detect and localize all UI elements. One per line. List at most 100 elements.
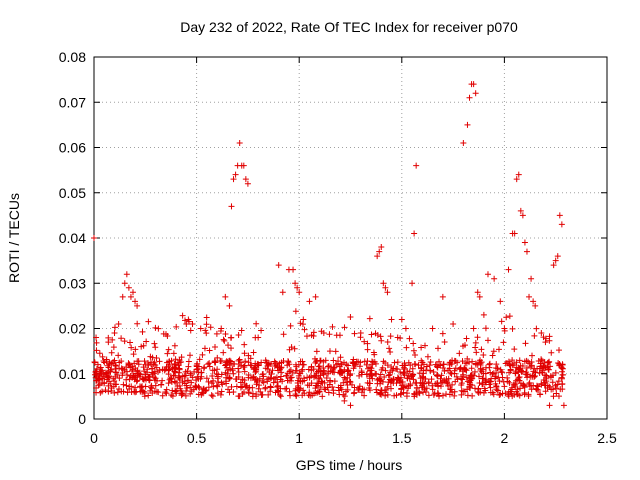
- data-point: [429, 386, 436, 393]
- data-point: [111, 377, 118, 384]
- data-point: [256, 375, 263, 382]
- data-point: [411, 230, 418, 237]
- data-point: [538, 357, 545, 364]
- data-point: [550, 393, 557, 400]
- data-point: [188, 379, 195, 386]
- data-point: [490, 348, 497, 355]
- data-point: [91, 358, 98, 365]
- data-point: [127, 293, 134, 300]
- data-point: [383, 386, 390, 393]
- data-point: [558, 364, 565, 371]
- data-point: [413, 391, 420, 398]
- data-point: [341, 324, 348, 331]
- data-point: [342, 376, 349, 383]
- data-point: [252, 334, 259, 341]
- data-point: [526, 379, 533, 386]
- data-point: [236, 139, 243, 146]
- data-point: [361, 392, 368, 399]
- data-point: [376, 248, 383, 255]
- data-point: [358, 371, 365, 378]
- data-point: [304, 382, 311, 389]
- data-point: [418, 364, 425, 371]
- data-point: [217, 327, 224, 334]
- data-point: [406, 368, 413, 375]
- data-point: [147, 384, 154, 391]
- data-points: [91, 81, 567, 409]
- data-point: [544, 359, 551, 366]
- data-point: [241, 377, 248, 384]
- data-point: [463, 335, 470, 342]
- data-point: [458, 391, 465, 398]
- data-point: [169, 365, 176, 372]
- data-point: [363, 361, 370, 368]
- data-point: [153, 377, 160, 384]
- data-point: [134, 320, 141, 327]
- data-point: [275, 388, 282, 395]
- data-point: [107, 367, 114, 374]
- data-point: [420, 370, 427, 377]
- data-point: [253, 320, 260, 327]
- data-point: [427, 358, 434, 365]
- data-point: [93, 339, 100, 346]
- data-point: [450, 320, 457, 327]
- data-point: [325, 363, 332, 370]
- data-point: [197, 325, 204, 332]
- data-point: [250, 373, 257, 380]
- data-point: [496, 378, 503, 385]
- data-point: [335, 358, 342, 365]
- data-point: [486, 360, 493, 367]
- data-point: [470, 325, 477, 332]
- data-point: [166, 366, 173, 373]
- data-point: [480, 389, 487, 396]
- y-tick-label: 0.05: [59, 185, 86, 201]
- data-point: [438, 372, 445, 379]
- data-point: [253, 391, 260, 398]
- data-point: [299, 366, 306, 373]
- data-point: [377, 380, 384, 387]
- data-point: [364, 346, 371, 353]
- data-point: [277, 393, 284, 400]
- data-point: [134, 358, 141, 365]
- data-point: [108, 366, 115, 373]
- data-point: [490, 370, 497, 377]
- data-point: [513, 388, 520, 395]
- data-point: [487, 384, 494, 391]
- data-point: [472, 90, 479, 97]
- data-point: [517, 380, 524, 387]
- data-point: [240, 162, 247, 169]
- data-point: [241, 350, 248, 357]
- data-point: [366, 380, 373, 387]
- data-point: [164, 350, 171, 357]
- data-point: [447, 369, 454, 376]
- data-point: [458, 382, 465, 389]
- data-point: [145, 362, 152, 369]
- data-point: [290, 266, 297, 273]
- data-point: [449, 381, 456, 388]
- data-point: [279, 289, 286, 296]
- data-point: [266, 369, 273, 376]
- data-point: [499, 369, 506, 376]
- data-point: [376, 375, 383, 382]
- data-point: [227, 334, 234, 341]
- data-point: [365, 365, 372, 372]
- data-point: [120, 388, 127, 395]
- data-point: [314, 389, 321, 396]
- data-point: [542, 339, 549, 346]
- data-point: [242, 176, 249, 183]
- data-point: [341, 393, 348, 400]
- data-point: [299, 378, 306, 385]
- data-point: [172, 356, 179, 363]
- data-point: [121, 338, 128, 345]
- data-point: [373, 386, 380, 393]
- data-point: [374, 253, 381, 260]
- data-point: [250, 349, 257, 356]
- data-point: [292, 280, 299, 287]
- data-point: [517, 385, 524, 392]
- data-point: [548, 349, 555, 356]
- data-point: [265, 391, 272, 398]
- data-point: [422, 375, 429, 382]
- data-point: [182, 368, 189, 375]
- data-point: [545, 366, 552, 373]
- data-point: [203, 375, 210, 382]
- data-point: [162, 331, 169, 338]
